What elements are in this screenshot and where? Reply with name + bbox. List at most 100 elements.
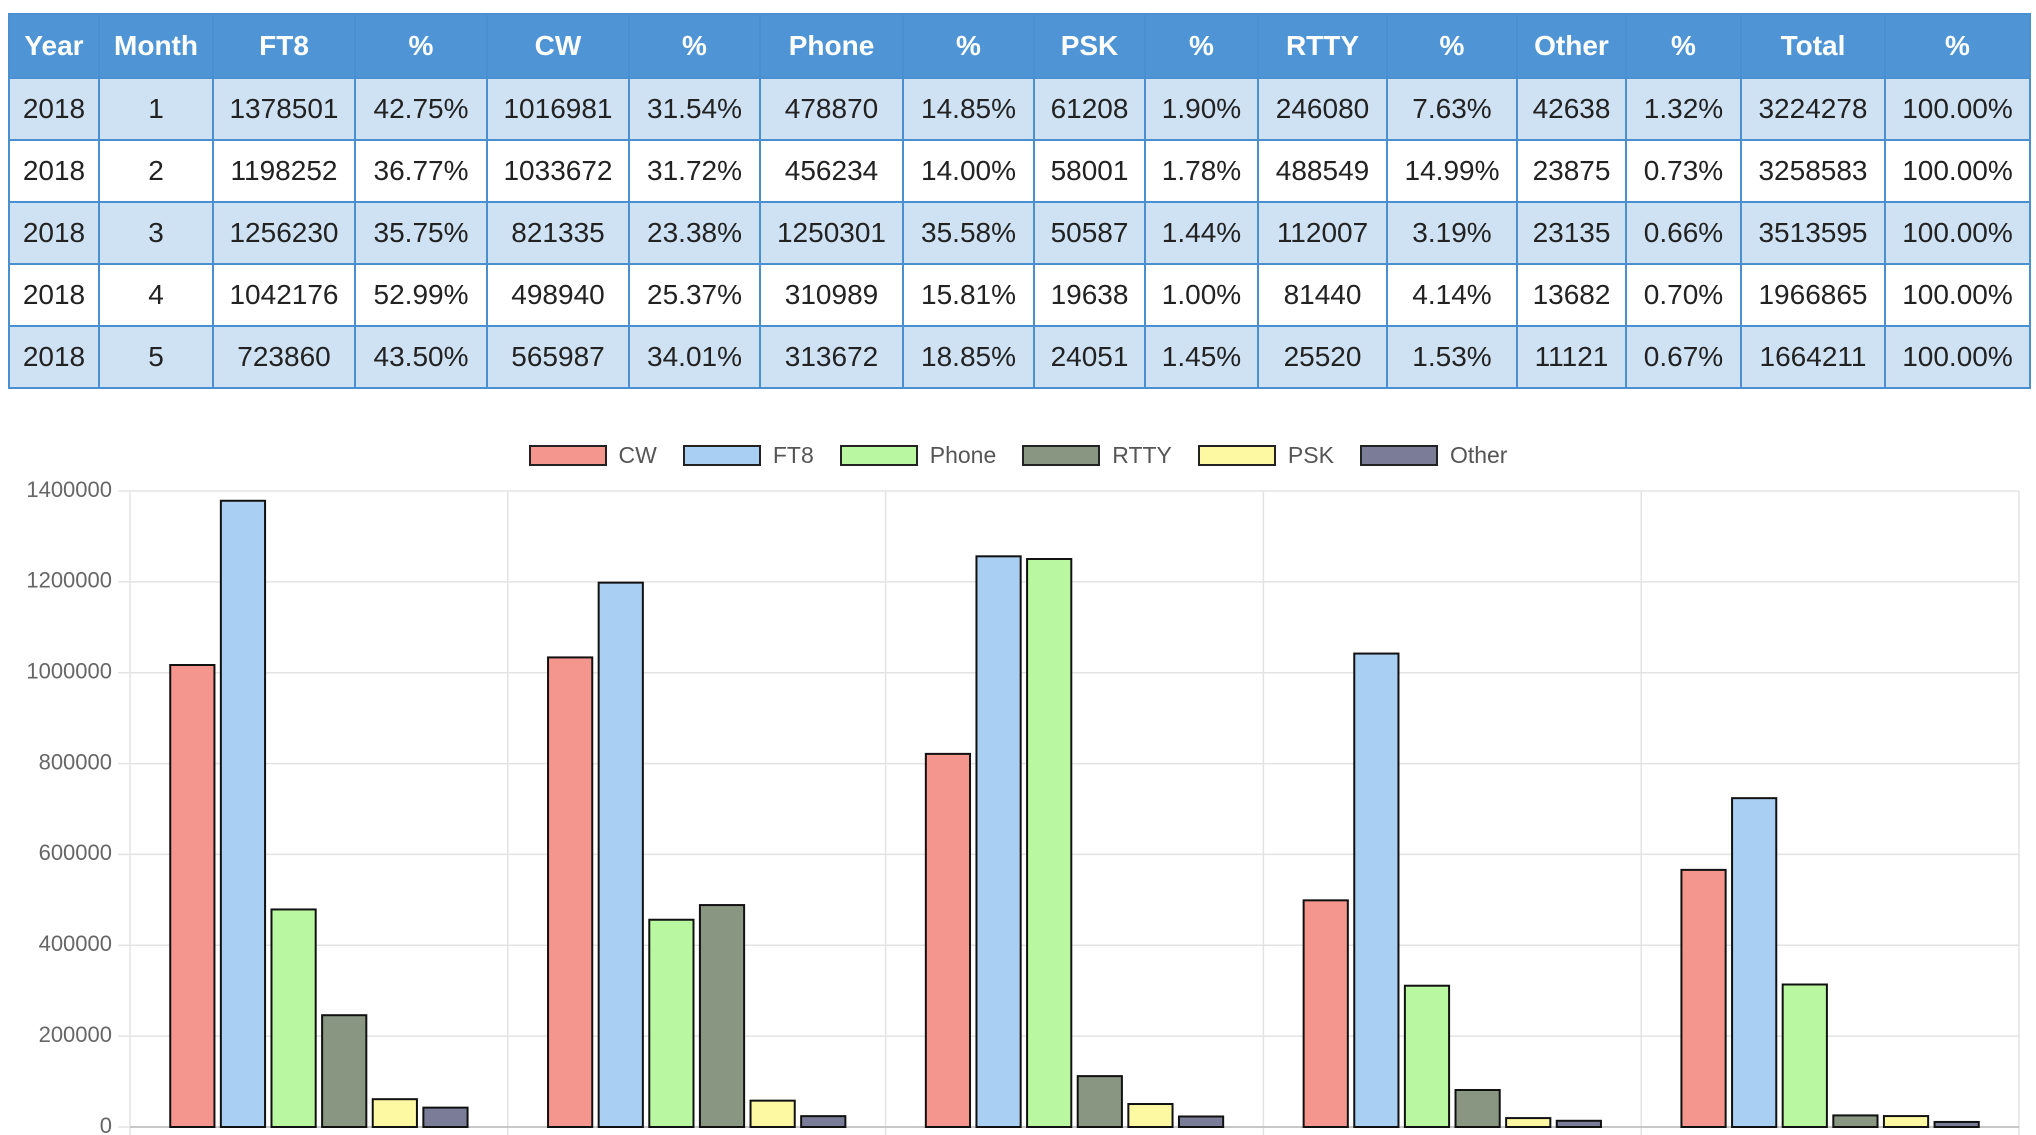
table-cell: 52.99% bbox=[354, 263, 488, 327]
table-cell: 100.00% bbox=[1884, 325, 2031, 389]
table-cell: 565987 bbox=[486, 325, 630, 389]
table-cell: 3224278 bbox=[1740, 77, 1886, 141]
table-cell: 14.85% bbox=[902, 77, 1035, 141]
bar bbox=[1882, 1115, 1930, 1128]
legend: CW FT8 Phone RTTY PSK Other bbox=[0, 442, 2036, 469]
table-cell: 1.78% bbox=[1144, 139, 1259, 203]
column-header: Month bbox=[98, 13, 214, 79]
legend-swatch bbox=[1359, 445, 1438, 466]
table-cell: 19638 bbox=[1033, 263, 1146, 327]
bar bbox=[1832, 1114, 1879, 1128]
table-cell: 1966865 bbox=[1740, 263, 1886, 327]
table-cell: 34.01% bbox=[628, 325, 761, 389]
bar bbox=[321, 1014, 368, 1128]
bar bbox=[547, 656, 594, 1129]
table-cell: 81440 bbox=[1257, 263, 1388, 327]
column-header: % bbox=[354, 13, 488, 79]
table-cell: 0.73% bbox=[1625, 139, 1742, 203]
table-cell: 1198252 bbox=[212, 139, 356, 203]
legend-label: Phone bbox=[929, 442, 997, 468]
table-cell: 31.54% bbox=[628, 77, 761, 141]
bar bbox=[219, 499, 267, 1129]
y-tick-label: 200000 bbox=[39, 1022, 112, 1047]
table-cell: 36.77% bbox=[354, 139, 488, 203]
bar bbox=[1076, 1075, 1123, 1128]
table-row: 2018 3 1256230 35.75% 821335 23.38% 1250301 35.… bbox=[8, 201, 2031, 265]
table-cell: 61208 bbox=[1033, 77, 1146, 141]
header-row: Year Month FT8% CW% Phone% PSK% RTTY% Other% Tot… bbox=[8, 13, 2031, 79]
table-cell: 1.00% bbox=[1144, 263, 1259, 327]
legend-item: RTTY bbox=[1022, 442, 1172, 469]
legend-swatch bbox=[682, 445, 761, 466]
y-tick-label: 1200000 bbox=[26, 568, 112, 593]
table-cell: 488549 bbox=[1257, 139, 1388, 203]
table-cell: 3513595 bbox=[1740, 201, 1886, 265]
table-cell: 313672 bbox=[759, 325, 904, 389]
table-cell: 0.67% bbox=[1625, 325, 1742, 389]
table-cell: 31.72% bbox=[628, 139, 761, 203]
table-cell: 2018 bbox=[8, 263, 100, 327]
table-cell: 0.66% bbox=[1625, 201, 1742, 265]
bar bbox=[1026, 558, 1073, 1128]
y-tick-label: 400000 bbox=[39, 931, 112, 956]
legend-label: Other bbox=[1449, 442, 1508, 468]
table-cell: 1.90% bbox=[1144, 77, 1259, 141]
table-cell: 23.38% bbox=[628, 201, 761, 265]
table-cell: 1250301 bbox=[759, 201, 904, 265]
table-cell: 13682 bbox=[1516, 263, 1627, 327]
table-cell: 35.58% bbox=[902, 201, 1035, 265]
table-cell: 42.75% bbox=[354, 77, 488, 141]
y-tick-label: 800000 bbox=[39, 749, 112, 774]
legend-item: Other bbox=[1359, 442, 1508, 469]
bar bbox=[1177, 1115, 1225, 1129]
table-cell: 0.70% bbox=[1625, 263, 1742, 327]
table-cell: 2018 bbox=[8, 201, 100, 265]
table-cell: 2018 bbox=[8, 77, 100, 141]
table-cell: 478870 bbox=[759, 77, 904, 141]
bar bbox=[1781, 983, 1828, 1128]
table-cell: 23875 bbox=[1516, 139, 1627, 203]
table-cell: 1.44% bbox=[1144, 201, 1259, 265]
column-header: CW bbox=[486, 13, 630, 79]
table-cell: 15.81% bbox=[902, 263, 1035, 327]
bar bbox=[1505, 1117, 1552, 1128]
table-cell: 24051 bbox=[1033, 325, 1146, 389]
table-cell: 7.63% bbox=[1386, 77, 1518, 141]
table-cell: 456234 bbox=[759, 139, 904, 203]
table-row: 2018 5 723860 43.50% 565987 34.01% 313672 18.85… bbox=[8, 325, 2031, 389]
legend-label: FT8 bbox=[772, 442, 814, 468]
table-cell: 4 bbox=[98, 263, 214, 327]
table-cell: 3.19% bbox=[1386, 201, 1518, 265]
bar bbox=[1127, 1103, 1174, 1128]
stats-table: Year Month FT8% CW% Phone% PSK% RTTY% Other% Tot… bbox=[8, 13, 2031, 389]
bar bbox=[1731, 797, 1778, 1129]
table-cell: 25520 bbox=[1257, 325, 1388, 389]
table-cell: 100.00% bbox=[1884, 139, 2031, 203]
table-cell: 4.14% bbox=[1386, 263, 1518, 327]
table-cell: 43.50% bbox=[354, 325, 488, 389]
table-cell: 1033672 bbox=[486, 139, 630, 203]
table-cell: 2018 bbox=[8, 139, 100, 203]
bar bbox=[1353, 652, 1400, 1128]
table-cell: 100.00% bbox=[1884, 77, 2031, 141]
table-cell: 14.99% bbox=[1386, 139, 1518, 203]
bar bbox=[1403, 984, 1451, 1129]
column-header: % bbox=[902, 13, 1035, 79]
column-header: Year bbox=[8, 13, 100, 79]
table-cell: 3258583 bbox=[1740, 139, 1886, 203]
table-body: 2018 1 1378501 42.75% 1016981 31.54% 478870 14.… bbox=[8, 77, 2031, 389]
table-cell: 723860 bbox=[212, 325, 356, 389]
table-cell: 42638 bbox=[1516, 77, 1627, 141]
bar bbox=[975, 555, 1022, 1128]
table-cell: 498940 bbox=[486, 263, 630, 327]
table-cell: 100.00% bbox=[1884, 201, 2031, 265]
table-cell: 246080 bbox=[1257, 77, 1388, 141]
table-cell: 25.37% bbox=[628, 263, 761, 327]
table-cell: 1042176 bbox=[212, 263, 356, 327]
column-header: Other bbox=[1516, 13, 1627, 79]
column-header: % bbox=[1884, 13, 2031, 79]
column-header: RTTY bbox=[1257, 13, 1388, 79]
y-tick-label: 0 bbox=[100, 1113, 112, 1135]
table-cell: 112007 bbox=[1257, 201, 1388, 265]
bar bbox=[749, 1099, 796, 1129]
